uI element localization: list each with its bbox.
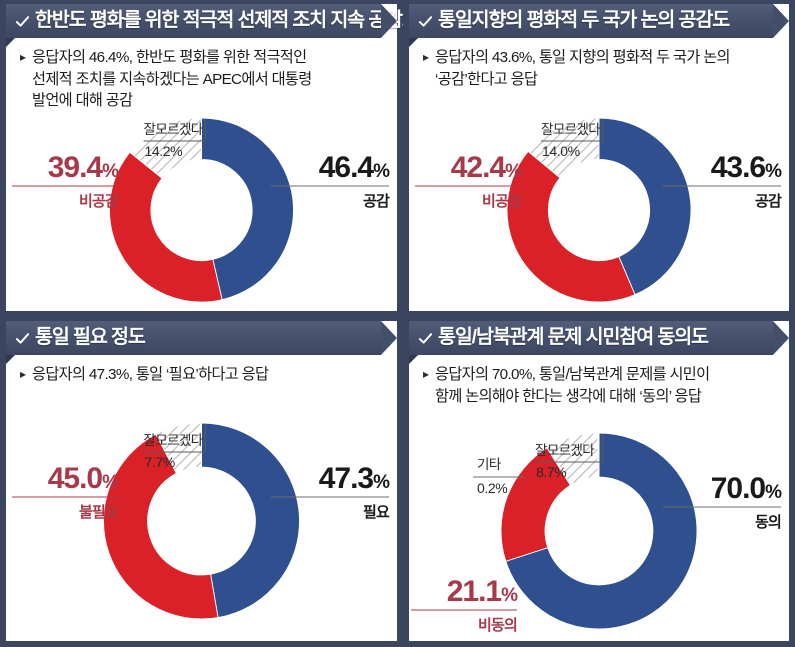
- value-비공감: 39.4%: [48, 151, 119, 184]
- donut-slices: [109, 117, 294, 303]
- description-text: 응답자의 43.6%, 통일 지향의 평화적 두 국가 논의 ‘공감’한다고 응…: [435, 49, 731, 88]
- value-잘모르겠다: 14.0%: [542, 143, 580, 159]
- donut-slice-공감: [201, 117, 294, 301]
- panel-header: 통일지향의 평화적 두 국가 논의 공감도: [409, 4, 789, 47]
- donut-slice-기타: [597, 432, 600, 478]
- label-비공감: 비공감: [79, 192, 119, 210]
- check-icon: [15, 332, 30, 344]
- panel-title: 통일 필요 정도: [35, 326, 146, 349]
- donut-slice-동의: [505, 432, 698, 630]
- donut-slice-비공감: [506, 150, 636, 303]
- donut-chart: 46.4% 공감 39.4% 비공감 잘모르겠다 14.2%: [12, 117, 391, 303]
- value-기타: 0.2%: [477, 480, 507, 496]
- donut-chart: 43.6% 공감 42.4% 비공감 잘모르겠다 14.0%: [415, 117, 783, 303]
- ribbon-fold: [6, 38, 15, 47]
- label-동의: 동의: [755, 513, 781, 531]
- ribbon-fold: [409, 38, 418, 47]
- donut-slice-잘모르겠다: [527, 117, 600, 179]
- callout-line-unknown: [143, 120, 206, 142]
- header-ribbon: 통일 필요 정도: [6, 321, 397, 355]
- panel-citizen-participation: 통일/남북관계 문제 시민참여 동의도 ▸ 응답자의 70.0%, 통일/남북관계 …: [403, 317, 795, 647]
- donut-slices: [500, 432, 698, 630]
- panel-description: ▸ 응답자의 47.3%, 통일 ‘필요’하다고 응답: [6, 355, 397, 386]
- panel-unification-necessity: 통일 필요 정도 ▸ 응답자의 47.3%, 통일 ‘필요’하다고 응답 47.3% 필…: [0, 317, 403, 647]
- label-비동의: 비동의: [478, 616, 517, 634]
- value-비공감: 42.4%: [451, 151, 522, 184]
- panel-description: ▸ 응답자의 70.0%, 통일/남북관계 문제를 시민이 함께 논의해야 한다는…: [409, 355, 789, 407]
- label-잘모르겠다: 잘모르겠다: [535, 443, 595, 458]
- chart-area: 47.3% 필요 45.0% 불필요 잘모르겠다 7.7%: [6, 409, 397, 641]
- donut-slice-잘모르겠다: [129, 117, 202, 179]
- check-icon: [418, 15, 433, 27]
- panel-title: 통일지향의 평화적 두 국가 논의 공감도: [438, 9, 730, 32]
- panel-inner: 통일 필요 정도 ▸ 응답자의 47.3%, 통일 ‘필요’하다고 응답 47.3% 필…: [6, 321, 397, 641]
- panel-inner: 통일/남북관계 문제 시민참여 동의도 ▸ 응답자의 70.0%, 통일/남북관계 …: [409, 321, 789, 641]
- description-text: 응답자의 70.0%, 통일/남북관계 문제를 시민이 함께 논의해야 한다는 …: [435, 366, 710, 405]
- check-icon: [15, 15, 30, 27]
- panel-title: 통일/남북관계 문제 시민참여 동의도: [438, 326, 709, 349]
- panel-title: 한반도 평화를 위한 적극적 선제적 조치 지속 공감도: [35, 9, 403, 32]
- label-공감: 공감: [363, 192, 390, 210]
- label-불필요: 불필요: [79, 503, 119, 521]
- callout-line-unknown: [535, 435, 604, 463]
- label-기타: 기타: [477, 457, 502, 472]
- panel-header: 통일 필요 정도: [6, 321, 397, 364]
- panel-peninsula-peace-proactive: 한반도 평화를 위한 적극적 선제적 조치 지속 공감도 ▸ 응답자의 46.4%,…: [0, 0, 403, 317]
- value-잘모르겠다: 14.2%: [145, 143, 183, 159]
- donut-chart: 70.0% 동의 21.1% 비동의 잘모르겠다 8.7% 기타 0.2%: [411, 432, 783, 634]
- value-공감: 43.6%: [711, 151, 782, 184]
- label-공감: 공감: [755, 192, 782, 210]
- panel-unification-two-states: 통일지향의 평화적 두 국가 논의 공감도 ▸ 응답자의 43.6%, 통일 지향의…: [403, 0, 795, 317]
- donut-slice-잘모르겠다: [155, 422, 202, 474]
- donut-slices: [103, 422, 300, 620]
- donut-slice-불필요: [103, 433, 219, 620]
- donut-slice-비공감: [109, 151, 223, 303]
- panel-header: 통일/남북관계 문제 시민참여 동의도: [409, 321, 789, 364]
- label-비공감: 비공감: [482, 192, 522, 210]
- triangle-bullet-icon: ▸: [20, 367, 27, 381]
- chart-area: 70.0% 동의 21.1% 비동의 잘모르겠다 8.7% 기타 0.2%: [409, 419, 789, 641]
- panel-description: ▸ 응답자의 43.6%, 통일 지향의 평화적 두 국가 논의 ‘공감’한다고 …: [409, 38, 789, 90]
- value-공감: 46.4%: [319, 151, 390, 184]
- label-필요: 필요: [363, 503, 390, 521]
- value-불필요: 45.0%: [48, 462, 119, 495]
- chart-area: 43.6% 공감 42.4% 비공감 잘모르겠다 14.0%: [409, 106, 789, 311]
- description-text: 응답자의 46.4%, 한반도 평화를 위한 적극적인 선제적 조치를 지속하겠…: [32, 49, 312, 109]
- triangle-bullet-icon: ▸: [423, 50, 430, 64]
- label-잘모르겠다: 잘모르겠다: [144, 122, 204, 137]
- callout-line-unknown: [541, 120, 604, 142]
- triangle-bullet-icon: ▸: [423, 367, 430, 381]
- label-잘모르겠다: 잘모르겠다: [144, 433, 204, 448]
- ribbon-fold: [409, 355, 418, 364]
- value-잘모르겠다: 8.7%: [536, 464, 566, 480]
- panel-description: ▸ 응답자의 46.4%, 한반도 평화를 위한 적극적인 선제적 조치를 지속하…: [6, 38, 397, 112]
- donut-slice-공감: [598, 117, 692, 296]
- label-잘모르겠다: 잘모르겠다: [541, 122, 601, 137]
- panel-header: 한반도 평화를 위한 적극적 선제적 조치 지속 공감도: [6, 4, 403, 47]
- header-ribbon: 통일/남북관계 문제 시민참여 동의도: [409, 321, 789, 355]
- chart-area: 46.4% 공감 39.4% 비공감 잘모르겠다 14.2%: [6, 106, 397, 311]
- panel-inner: 통일지향의 평화적 두 국가 논의 공감도 ▸ 응답자의 43.6%, 통일 지향의…: [409, 4, 789, 311]
- value-비동의: 21.1%: [447, 575, 518, 608]
- triangle-bullet-icon: ▸: [20, 50, 27, 64]
- check-icon: [418, 332, 433, 344]
- donut-slices: [506, 117, 692, 303]
- value-동의: 70.0%: [711, 472, 782, 505]
- description-text: 응답자의 47.3%, 통일 ‘필요’하다고 응답: [32, 366, 269, 383]
- callout-line-unknown: [143, 425, 206, 453]
- value-잘모르겠다: 7.7%: [145, 454, 175, 470]
- donut-chart: 47.3% 필요 45.0% 불필요 잘모르겠다 7.7%: [12, 422, 391, 620]
- donut-slice-필요: [201, 422, 300, 619]
- value-필요: 47.3%: [319, 462, 390, 495]
- ribbon-fold: [6, 355, 15, 364]
- panel-inner: 한반도 평화를 위한 적극적 선제적 조치 지속 공감도 ▸ 응답자의 46.4%,…: [6, 4, 403, 311]
- header-ribbon: 통일지향의 평화적 두 국가 논의 공감도: [409, 4, 789, 38]
- header-ribbon: 한반도 평화를 위한 적극적 선제적 조치 지속 공감도: [6, 4, 403, 38]
